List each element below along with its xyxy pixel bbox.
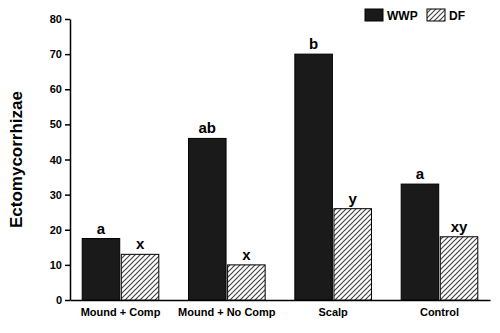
y-axis-title: Ectomycorrhizae — [7, 91, 26, 228]
significance-label: a — [97, 220, 106, 237]
y-tick-mark — [65, 19, 70, 21]
y-tick-mark — [65, 194, 70, 196]
y-tick: 10 — [50, 259, 70, 271]
y-tick-mark — [65, 230, 70, 232]
y-tick: 40 — [50, 154, 70, 166]
legend-swatch — [365, 9, 383, 21]
chart: 0 10 20 30 40 50 60 70 80 Mound + Comp Mound + No … — [0, 0, 500, 333]
significance-label: y — [349, 190, 358, 207]
y-tick: 60 — [50, 83, 70, 95]
bar — [401, 184, 439, 300]
bars — [82, 54, 478, 300]
bar — [121, 254, 159, 300]
legend-label: WWP — [387, 9, 418, 23]
y-tick-label: 50 — [50, 118, 62, 130]
bar — [228, 265, 266, 300]
y-tick: 30 — [50, 189, 70, 201]
y-tick-label: 80 — [50, 13, 62, 25]
y-tick-label: 20 — [50, 224, 62, 236]
y-tick: 50 — [50, 118, 70, 130]
significance-label: xy — [451, 218, 468, 235]
x-tick-label: Mound + Comp — [81, 306, 161, 318]
x-axis: Mound + Comp Mound + No Comp Scalp Control — [71, 300, 491, 318]
y-tick-mark — [65, 265, 70, 267]
legend: WWP DF — [365, 9, 465, 23]
bar — [189, 138, 227, 300]
x-tick-label: Control — [420, 306, 459, 318]
x-tick-label: Mound + No Comp — [178, 306, 276, 318]
significance-label: b — [309, 35, 318, 52]
y-tick-label: 60 — [50, 83, 62, 95]
significance-label: a — [416, 165, 425, 182]
y-tick-label: 70 — [50, 48, 62, 60]
significance-label: x — [242, 246, 251, 263]
significance-labels: aabbaxxyxy — [97, 35, 468, 263]
x-tick: Mound + Comp — [81, 300, 161, 318]
y-tick-mark — [65, 124, 70, 126]
y-axis: 0 10 20 30 40 50 60 70 80 — [50, 13, 71, 306]
x-tick: Mound + No Comp — [178, 300, 276, 318]
bar — [334, 209, 372, 300]
bar — [295, 54, 333, 300]
significance-label: x — [136, 235, 145, 252]
y-tick: 80 — [50, 13, 70, 25]
y-tick-label: 10 — [50, 259, 62, 271]
y-tick-mark — [65, 159, 70, 161]
y-tick: 20 — [50, 224, 70, 236]
x-tick: Control — [420, 300, 459, 318]
significance-label: ab — [199, 119, 217, 136]
y-tick: 70 — [50, 48, 70, 60]
y-tick-label: 0 — [56, 294, 62, 306]
y-tick-mark — [65, 54, 70, 56]
bar — [82, 239, 120, 300]
y-tick-mark — [65, 89, 70, 91]
y-tick-label: 40 — [50, 154, 62, 166]
y-tick-label: 30 — [50, 189, 62, 201]
x-tick-label: Scalp — [318, 306, 348, 318]
legend-label: DF — [449, 9, 465, 23]
y-tick: 0 — [56, 294, 70, 306]
legend-swatch — [427, 9, 445, 21]
bar — [440, 237, 478, 300]
y-tick-mark — [65, 300, 70, 302]
x-tick: Scalp — [318, 300, 348, 318]
